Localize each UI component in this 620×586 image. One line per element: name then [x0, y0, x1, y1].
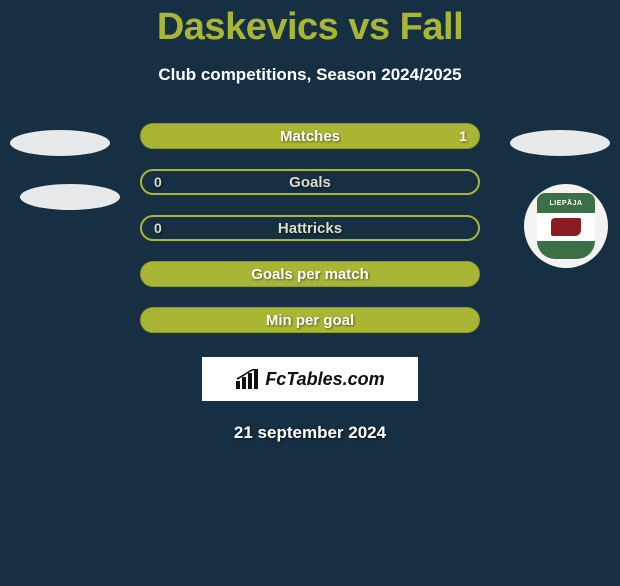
stat-label: Goals per match — [251, 266, 369, 283]
stat-row: Matches 1 — [140, 123, 480, 149]
stat-label: Hattricks — [278, 220, 342, 237]
stat-row: 0 Goals — [140, 169, 480, 195]
stat-row: Min per goal — [140, 307, 480, 333]
stat-row: Goals per match — [140, 261, 480, 287]
stat-left-value: 0 — [154, 174, 162, 190]
logo-text: FcTables.com — [265, 369, 384, 390]
stat-label: Min per goal — [266, 312, 354, 329]
date-text: 21 september 2024 — [0, 423, 620, 443]
stat-label: Matches — [280, 128, 340, 145]
fctables-logo: FcTables.com — [202, 357, 418, 401]
page-subtitle: Club competitions, Season 2024/2025 — [0, 65, 620, 85]
stat-left-value: 0 — [154, 220, 162, 236]
chart-icon — [235, 369, 261, 389]
stat-row: 0 Hattricks — [140, 215, 480, 241]
stats-container: Matches 1 0 Goals 0 Hattricks Goals per match M… — [0, 123, 620, 333]
stat-right-value: 1 — [459, 128, 467, 144]
page-title: Daskevics vs Fall — [0, 6, 620, 49]
stat-label: Goals — [289, 174, 331, 191]
